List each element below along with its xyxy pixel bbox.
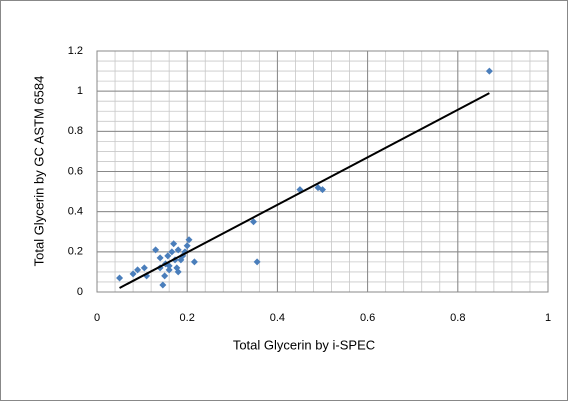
y-tick-label: 1 [77, 85, 83, 97]
point [165, 266, 173, 274]
point [134, 266, 142, 274]
x-tick-label: 0.6 [360, 312, 375, 324]
point [249, 218, 257, 226]
point [164, 252, 172, 260]
point [159, 281, 167, 289]
y-tick-label: 0.8 [68, 125, 83, 137]
point [156, 254, 164, 262]
y-tick-label: 0.4 [68, 206, 83, 218]
point [129, 270, 137, 278]
point [170, 240, 178, 248]
x-tick-label: 0.2 [180, 312, 195, 324]
y-tick-label: 0.2 [68, 246, 83, 258]
point [319, 186, 326, 194]
point [190, 258, 198, 266]
y-tick-label: 0.6 [68, 165, 83, 177]
point [185, 236, 193, 244]
y-tick-label: 0 [77, 286, 83, 298]
trendline [119, 92, 490, 289]
point [116, 274, 124, 282]
point [174, 268, 182, 276]
y-axis-title: Total Glycerin by GC ASTM 6584 [31, 76, 46, 267]
x-tick-label: 0.8 [450, 312, 465, 324]
x-tick-label: 0.4 [270, 312, 285, 324]
point [152, 246, 160, 254]
point [485, 67, 493, 75]
x-axis-title: Total Glycerin by i-SPEC [233, 337, 375, 352]
point [140, 264, 148, 272]
plot-border [96, 50, 549, 293]
x-tick-label: 0 [94, 312, 100, 324]
point [253, 258, 261, 266]
point [161, 272, 169, 280]
point [174, 246, 182, 254]
point [183, 242, 191, 250]
x-tick-label: 1 [545, 312, 551, 324]
point [168, 248, 176, 256]
y-tick-label: 1.2 [68, 45, 83, 57]
